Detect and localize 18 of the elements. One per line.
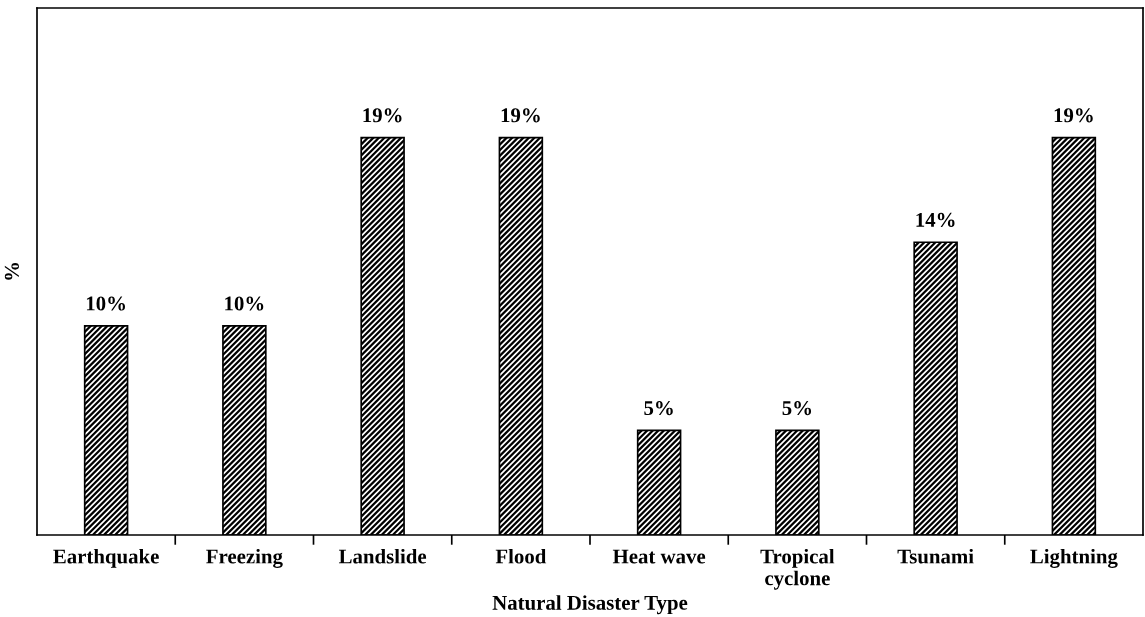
x-tick-label: Landslide [338,548,427,564]
data-label: 5% [644,401,673,416]
data-label: 14% [916,212,955,227]
data-label: 5% [782,401,812,416]
data-label: 19% [363,108,402,123]
data-label: 10% [225,296,264,311]
x-tick-label: Tropical cyclone [760,548,835,590]
x-tick-label: Freezing [206,548,283,568]
data-label: 10% [86,296,126,311]
x-tick-label: Flood [495,548,547,564]
x-axis-title: Natural Disaster Type [492,595,688,615]
x-tick-label: Tsunami [897,548,974,564]
x-tick-label: Heat wave [612,549,706,564]
y-axis-title: % [4,263,19,280]
x-tick-label: Earthquake [53,548,159,568]
data-label: 19% [501,108,540,123]
x-tick-label: Lightning [1030,548,1118,568]
data-label: 19% [1054,108,1093,123]
